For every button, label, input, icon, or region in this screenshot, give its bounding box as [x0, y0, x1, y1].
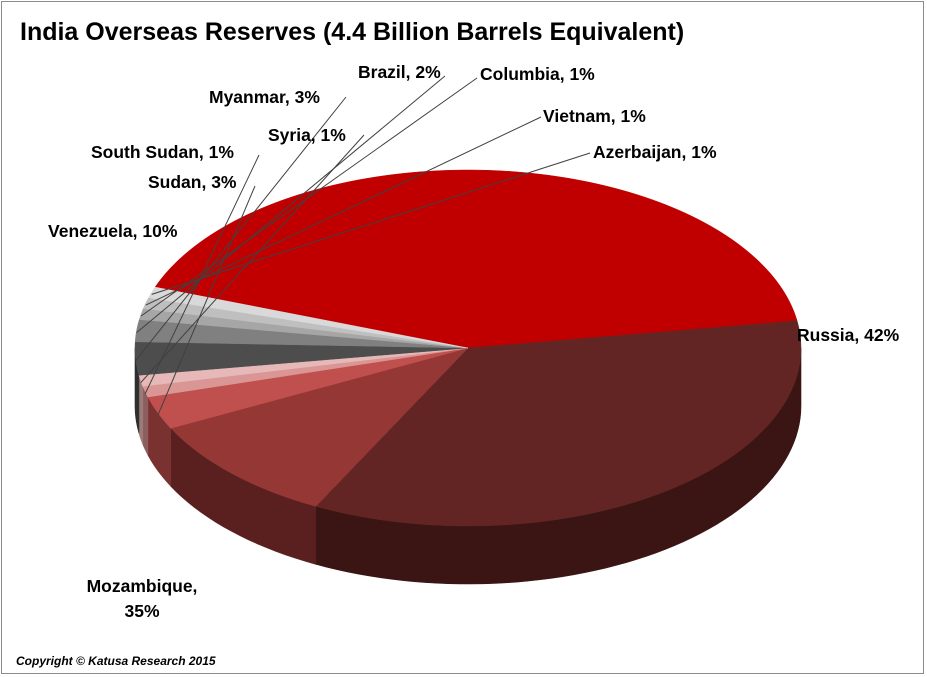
pie-slice-sudan [147, 347, 469, 429]
slice-label-south-sudan: South Sudan, 1% [91, 142, 234, 162]
slice-label-myanmar: Myanmar, 3% [209, 87, 320, 107]
leader-line-sudan [157, 185, 256, 416]
pie-slice-mozambique [315, 320, 802, 527]
slice-labels: Russia, 42% Mozambique, 35% Venezuela, 10% S… [48, 62, 900, 621]
slice-label-vietnam: Vietnam, 1% [543, 106, 646, 126]
slice-label-azerbaijan: Azerbaijan, 1% [593, 142, 717, 162]
slice-label-venezuela: Venezuela, 10% [48, 221, 178, 241]
slice-label-columbia: Columbia, 1% [480, 64, 595, 84]
leader-line-columbia [140, 77, 478, 317]
pie-side-syria [138, 375, 144, 445]
slice-label-sudan: Sudan, 3% [148, 172, 237, 192]
copyright-text: Copyright © Katusa Research 2015 [16, 654, 216, 668]
leader-line-vietnam [145, 116, 542, 306]
leader-lines [135, 75, 591, 416]
pie-slice-venezuela [170, 347, 469, 507]
chart-title: India Overseas Reserves (4.4 Billion Bar… [20, 18, 685, 46]
pie-top-layer [134, 169, 802, 527]
leader-line-azerbaijan [151, 152, 591, 295]
pie-slice-azerbaijan [148, 286, 469, 349]
pie-slice-russia [154, 169, 798, 349]
leader-line-south-sudan [144, 154, 260, 394]
leader-line-myanmar [135, 96, 347, 361]
leader-line-syria [140, 134, 365, 384]
slice-label-brazil: Brazil, 2% [358, 62, 441, 82]
pie-side-south-sudan [142, 386, 149, 456]
pie-slice-myanmar [134, 341, 469, 376]
leader-line-brazil [136, 75, 446, 333]
pie-side-layer [134, 347, 802, 585]
slice-label-russia: Russia, 42% [797, 325, 900, 345]
slice-label-mozambique: Mozambique, 35% [87, 576, 198, 621]
slice-label-syria: Syria, 1% [268, 125, 346, 145]
